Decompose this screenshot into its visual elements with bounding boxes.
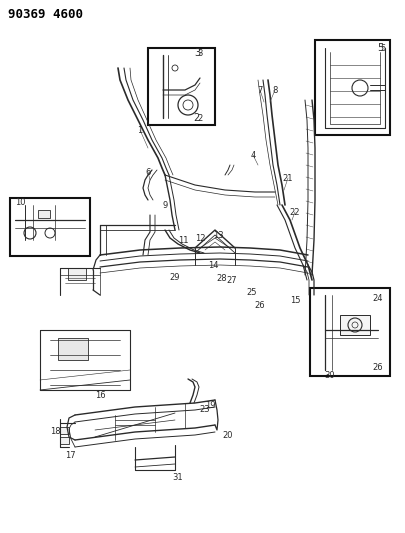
- Text: 10: 10: [15, 198, 26, 206]
- Bar: [60, 437, 69, 444]
- Bar: [60, 427, 69, 434]
- Text: 15: 15: [289, 295, 300, 304]
- Text: 4: 4: [250, 150, 255, 159]
- Text: 30: 30: [324, 370, 335, 379]
- Text: 3: 3: [197, 49, 202, 58]
- Text: 23: 23: [199, 406, 210, 415]
- Text: 29: 29: [169, 272, 180, 281]
- Text: 7: 7: [257, 85, 262, 94]
- Text: 5: 5: [379, 44, 385, 52]
- Text: 19: 19: [204, 400, 215, 409]
- Bar: [148, 48, 215, 125]
- Text: 8: 8: [272, 85, 277, 94]
- Text: 12: 12: [194, 233, 205, 243]
- Text: 20: 20: [222, 431, 233, 440]
- Text: 5: 5: [376, 43, 382, 53]
- Text: 9: 9: [162, 200, 167, 209]
- Bar: [314, 40, 389, 135]
- Bar: [339, 315, 369, 335]
- Text: 18: 18: [49, 427, 60, 437]
- Text: 3: 3: [194, 48, 200, 58]
- Text: 2: 2: [193, 113, 200, 123]
- Text: 14: 14: [207, 261, 218, 270]
- Bar: [38, 210, 50, 218]
- Text: 26: 26: [254, 301, 264, 310]
- Text: 6: 6: [145, 167, 150, 176]
- Bar: [68, 268, 86, 280]
- Text: 22: 22: [289, 207, 300, 216]
- Text: 28: 28: [216, 273, 227, 282]
- Text: 21: 21: [282, 174, 292, 182]
- Text: 31: 31: [172, 473, 183, 482]
- Text: 17: 17: [64, 450, 75, 459]
- Bar: [58, 338, 88, 360]
- Text: 1: 1: [137, 125, 142, 134]
- Text: 26: 26: [371, 364, 382, 373]
- Text: 24: 24: [371, 294, 382, 303]
- Bar: [10, 198, 90, 256]
- Text: 2: 2: [197, 114, 202, 123]
- Text: 16: 16: [94, 391, 105, 400]
- Text: 11: 11: [177, 236, 188, 245]
- Text: 25: 25: [246, 287, 257, 296]
- Text: 90369 4600: 90369 4600: [8, 8, 83, 21]
- Text: 13: 13: [212, 230, 223, 239]
- Text: 27: 27: [226, 276, 237, 285]
- Bar: [309, 288, 389, 376]
